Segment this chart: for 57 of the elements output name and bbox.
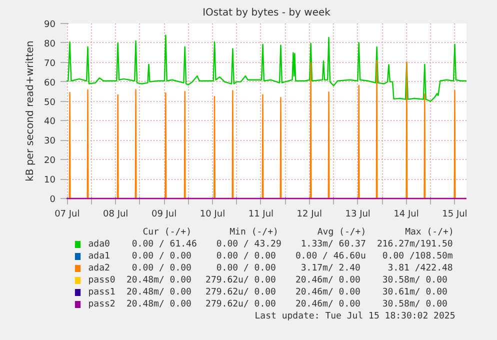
- y-tick-label: 70: [44, 58, 56, 69]
- text: 20.48m/ 0.00: [126, 288, 192, 298]
- text: 30.58m/ 0.00: [382, 276, 448, 286]
- text: 0.00 / 0.00: [216, 264, 276, 274]
- x-tick-label: 07 Jul: [54, 210, 80, 220]
- text: Avg (-/+): [317, 228, 366, 238]
- text: 0.00 / 0.00: [132, 252, 192, 262]
- text: 0.00 /108.50m: [382, 252, 453, 262]
- text: Last update: Tue Jul 15 18:30:02 2025: [254, 312, 456, 322]
- legend-label: ada1: [88, 252, 110, 262]
- text: 1.33m/ 60.37: [300, 240, 366, 250]
- text: 216.27m/191.50: [376, 240, 453, 250]
- text: 0.00 / 43.29: [216, 240, 282, 250]
- y-tick-label: 80: [44, 39, 56, 50]
- text: 0.00 / 46.60u: [295, 252, 366, 262]
- x-tick-label: 08 Jul: [103, 210, 128, 220]
- line-series: [66, 34, 468, 102]
- y-tick-label: 10: [44, 176, 56, 186]
- text: 279.62u/ 0.00: [206, 276, 276, 286]
- text: Max (-/+): [405, 228, 454, 238]
- y-tick-label: 60: [44, 78, 56, 88]
- text: Cur (-/+): [142, 228, 192, 238]
- text: 20.48m/ 0.00: [126, 300, 192, 310]
- x-tick-label: 14 Jul: [394, 210, 419, 220]
- legend-label: pass0: [88, 276, 116, 286]
- text: 0.00 / 0.00: [216, 252, 276, 262]
- text: 0.00 / 61.46: [132, 240, 197, 250]
- legend-label: pass1: [88, 288, 116, 298]
- legend-label: pass2: [88, 300, 116, 310]
- text: 30.58m/ 0.00: [382, 300, 448, 310]
- text: Min (-/+): [230, 228, 278, 238]
- text: 0.00 / 0.00: [132, 264, 192, 274]
- text: 20.46m/ 0.00: [295, 288, 360, 298]
- x-tick-label: 10 Jul: [200, 210, 226, 220]
- text: 3.17m/ 2.40: [300, 264, 360, 274]
- y-tick-label: 40: [44, 117, 56, 128]
- text: 3.81 /422.48: [388, 264, 453, 274]
- x-tick-label: 15 Jul: [442, 210, 468, 220]
- y-tick-label: 90: [44, 20, 56, 30]
- y-axis-title: kB per second read+written: [25, 40, 36, 182]
- text: 30.61m/ 0.00: [382, 288, 448, 298]
- x-tick-label: 11 Jul: [248, 210, 274, 220]
- text: 20.46m/ 0.00: [295, 300, 360, 310]
- x-tick-label: 09 Jul: [151, 210, 177, 220]
- y-tick-label: 20: [44, 156, 56, 166]
- y-tick-label: 50: [44, 98, 56, 108]
- chart-title: IOstat by bytes - by week: [202, 8, 331, 18]
- y-tick-label: 0: [50, 195, 56, 205]
- text: 279.62u/ 0.00: [206, 300, 276, 310]
- x-tick-label: 12 Jul: [296, 210, 322, 220]
- legend-label: ada2: [88, 264, 110, 274]
- text: 279.62u/ 0.00: [206, 288, 276, 298]
- y-tick-label: 30: [44, 136, 56, 147]
- legend-label: ada0: [88, 240, 110, 250]
- x-tick-label: 13 Jul: [345, 210, 370, 220]
- text: 20.46m/ 0.00: [295, 276, 360, 286]
- text: 20.48m/ 0.00: [126, 276, 192, 286]
